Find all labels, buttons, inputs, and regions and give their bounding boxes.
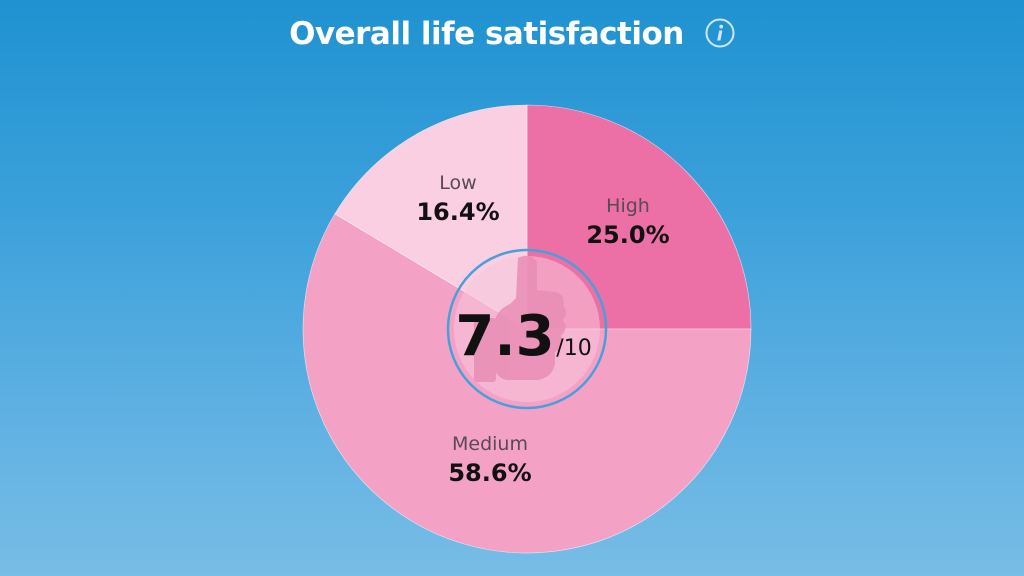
thumbs-up-icon: [474, 255, 566, 382]
score-suffix: /10: [556, 336, 591, 361]
slice-label-low: Low: [439, 172, 476, 194]
pie-slice-low[interactable]: [334, 104, 528, 330]
slice-value-low: 16.4%: [416, 198, 499, 226]
page-title: Overall life satisfaction: [289, 16, 684, 52]
info-icon[interactable]: [705, 18, 735, 48]
slice-value-high: 25.0%: [586, 221, 669, 249]
score-badge: 7.3 /10: [446, 248, 608, 410]
score-ring: [446, 248, 608, 410]
score-value: 7.3: [455, 304, 554, 369]
slice-label-high: High: [606, 195, 650, 217]
slice-label-medium: Medium: [452, 433, 528, 455]
header: Overall life satisfaction: [0, 12, 1024, 56]
pie-labels: High 25.0% Medium 58.6% Low 16.4%: [416, 172, 669, 487]
slice-value-medium: 58.6%: [448, 459, 531, 487]
